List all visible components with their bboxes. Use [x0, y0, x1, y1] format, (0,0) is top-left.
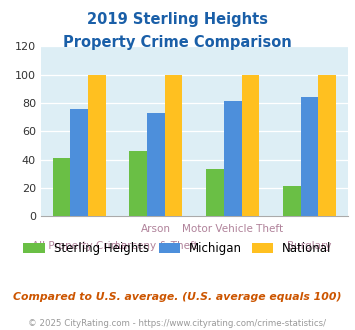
Text: 2019 Sterling Heights: 2019 Sterling Heights [87, 12, 268, 26]
Text: Arson: Arson [141, 224, 171, 234]
Text: All Property Crime: All Property Crime [32, 241, 127, 251]
Text: Motor Vehicle Theft: Motor Vehicle Theft [182, 224, 283, 234]
Bar [147, 113, 165, 216]
Bar [88, 75, 106, 216]
Text: Property Crime Comparison: Property Crime Comparison [63, 35, 292, 50]
Text: Burglary: Burglary [287, 241, 332, 251]
Text: © 2025 CityRating.com - https://www.cityrating.com/crime-statistics/: © 2025 CityRating.com - https://www.city… [28, 319, 327, 328]
Bar [283, 186, 301, 216]
Bar [206, 169, 224, 216]
Bar [224, 101, 241, 216]
Bar [241, 75, 259, 216]
Bar [130, 151, 147, 216]
Bar [53, 158, 70, 216]
Text: Compared to U.S. average. (U.S. average equals 100): Compared to U.S. average. (U.S. average … [13, 292, 342, 302]
Bar [70, 109, 88, 216]
Bar [318, 75, 336, 216]
Text: Larceny & Theft: Larceny & Theft [115, 241, 197, 251]
Bar [301, 97, 318, 216]
Bar [165, 75, 182, 216]
Legend: Sterling Heights, Michigan, National: Sterling Heights, Michigan, National [18, 237, 337, 260]
